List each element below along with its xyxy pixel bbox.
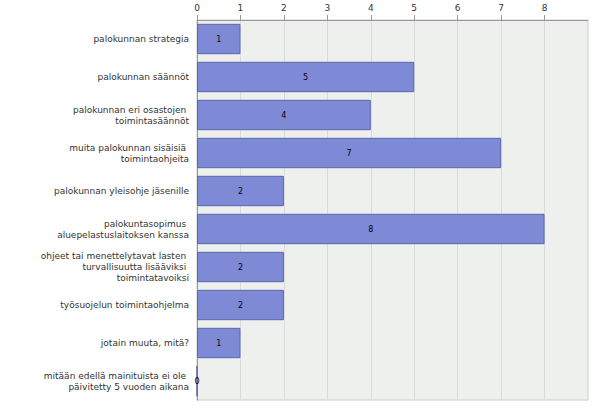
svg-text:turvallisuutta lisääviksi: turvallisuutta lisääviksi bbox=[82, 262, 189, 272]
svg-text:2: 2 bbox=[238, 301, 243, 310]
svg-text:1: 1 bbox=[238, 3, 244, 13]
svg-text:palokunnan säännöt: palokunnan säännöt bbox=[97, 72, 189, 82]
svg-text:8: 8 bbox=[542, 3, 548, 13]
svg-text:4: 4 bbox=[281, 111, 286, 120]
svg-text:3: 3 bbox=[324, 3, 330, 13]
svg-text:palokuntasopimus: palokuntasopimus bbox=[104, 219, 189, 229]
svg-text:ohjeet tai menettelytavat last: ohjeet tai menettelytavat lasten bbox=[41, 251, 189, 261]
svg-text:aluepelastuslaitoksen kanssa: aluepelastuslaitoksen kanssa bbox=[57, 230, 189, 240]
svg-text:toimintasäännöt: toimintasäännöt bbox=[115, 116, 189, 126]
svg-text:1: 1 bbox=[216, 35, 221, 44]
svg-text:0: 0 bbox=[194, 3, 200, 13]
svg-text:palokunnan yleisohje jäsenille: palokunnan yleisohje jäsenille bbox=[54, 186, 189, 196]
svg-text:5: 5 bbox=[411, 3, 417, 13]
svg-text:2: 2 bbox=[281, 3, 287, 13]
svg-text:toimintaohjeita: toimintaohjeita bbox=[121, 154, 189, 164]
svg-text:palokunnan strategia: palokunnan strategia bbox=[93, 34, 189, 44]
svg-text:mitään edellä mainituista ei o: mitään edellä mainituista ei ole bbox=[44, 371, 189, 381]
svg-text:työsuojelun toimintaohjelma: työsuojelun toimintaohjelma bbox=[60, 300, 189, 310]
svg-text:5: 5 bbox=[303, 73, 308, 82]
svg-text:palokunnan eri osastojen: palokunnan eri osastojen bbox=[73, 105, 189, 115]
svg-text:2: 2 bbox=[238, 263, 243, 272]
svg-text:4: 4 bbox=[368, 3, 374, 13]
svg-text:toimintatavoiksi: toimintatavoiksi bbox=[117, 273, 189, 283]
svg-text:0: 0 bbox=[194, 377, 199, 386]
svg-text:8: 8 bbox=[368, 225, 373, 234]
svg-text:6: 6 bbox=[455, 3, 461, 13]
svg-text:7: 7 bbox=[347, 149, 352, 158]
svg-text:päivitetty 5 vuoden aikana: päivitetty 5 vuoden aikana bbox=[68, 382, 189, 392]
svg-text:7: 7 bbox=[498, 3, 504, 13]
svg-text:jotain muuta, mitä?: jotain muuta, mitä? bbox=[100, 338, 189, 348]
svg-text:2: 2 bbox=[238, 187, 243, 196]
svg-text:1: 1 bbox=[216, 339, 221, 348]
svg-text:muita palokunnan sisäisiä: muita palokunnan sisäisiä bbox=[69, 143, 189, 153]
